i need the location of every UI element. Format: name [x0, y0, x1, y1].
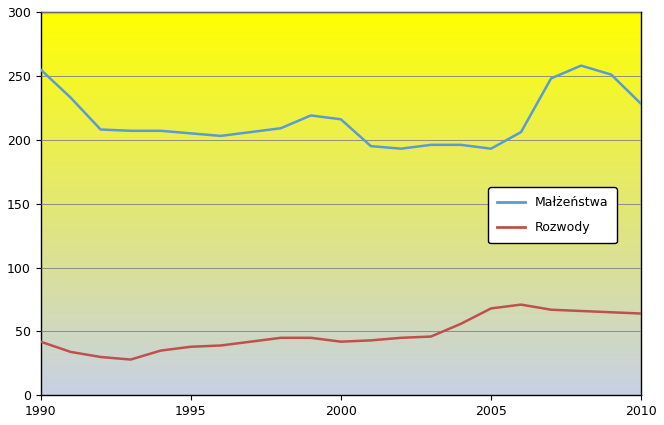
Legend: Małżeństwa, Rozwody: Małżeństwa, Rozwody — [488, 187, 617, 243]
